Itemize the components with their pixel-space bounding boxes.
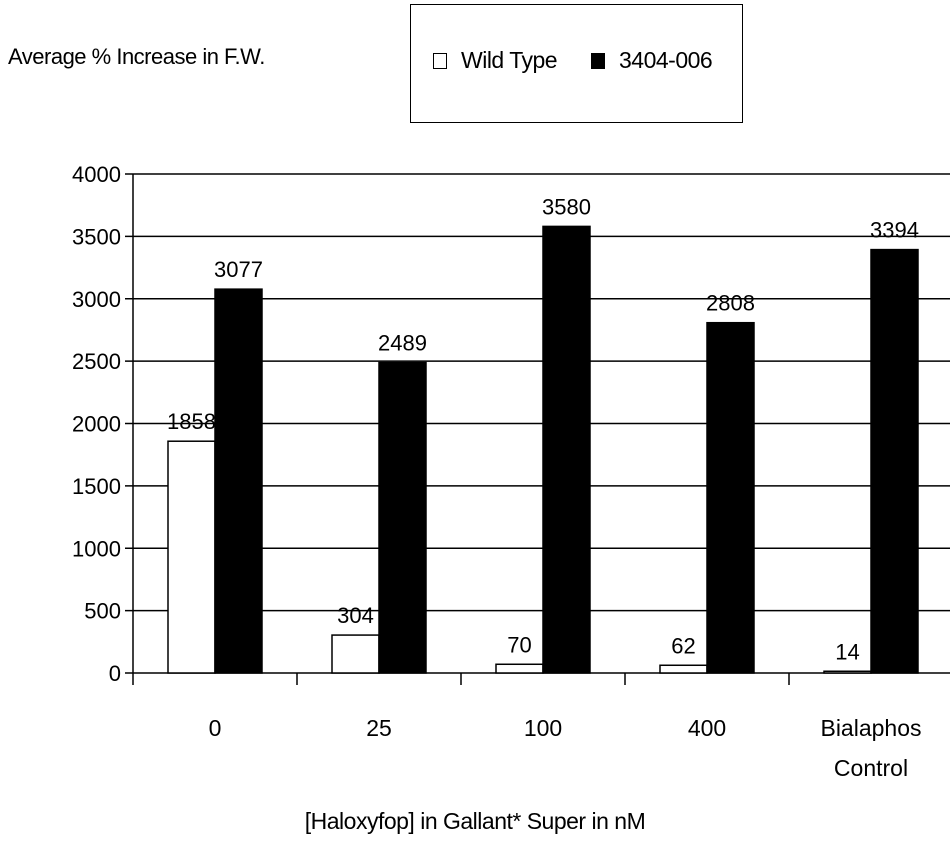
bar — [331, 634, 380, 674]
legend-item-3404-006: 3404-006 — [591, 47, 713, 74]
bar — [659, 664, 708, 674]
bar — [167, 440, 216, 674]
y-tick-label: 2000 — [72, 412, 121, 437]
bar — [870, 248, 919, 674]
y-tick-label: 500 — [84, 599, 121, 624]
y-tick-label: 3500 — [72, 224, 121, 249]
y-tick-label: 4000 — [72, 162, 121, 187]
y-tick-label: 0 — [109, 661, 121, 686]
category-label: 0 — [209, 715, 222, 741]
y-tick-label: 2500 — [72, 349, 121, 374]
data-label: 3580 — [542, 194, 591, 219]
category-label: 25 — [366, 715, 392, 741]
bar — [542, 225, 591, 674]
bar — [706, 321, 755, 674]
category-label: Control — [834, 755, 908, 781]
y-tick-label: 3000 — [72, 287, 121, 312]
data-label: 70 — [507, 632, 531, 657]
data-label: 62 — [671, 633, 695, 658]
y-tick-label: 1500 — [72, 474, 121, 499]
legend: Wild Type 3404-006 — [410, 4, 743, 123]
legend-label-wild-type: Wild Type — [461, 47, 558, 73]
data-label: 304 — [337, 603, 374, 628]
data-label: 1858 — [167, 409, 216, 434]
bar — [214, 288, 263, 674]
bar-chart: 0500100015002000250030003500400018583077… — [72, 162, 950, 781]
data-label: 14 — [835, 639, 859, 664]
legend-swatch-3404-006 — [591, 52, 605, 69]
bar — [378, 361, 427, 674]
category-label: 400 — [688, 715, 726, 741]
data-label: 2808 — [706, 291, 755, 316]
data-label: 3077 — [214, 257, 263, 282]
data-label: 2489 — [378, 330, 427, 355]
y-axis-title: Average % Increase in F.W. — [8, 44, 265, 69]
category-label: Bialaphos — [820, 715, 921, 741]
legend-label-3404-006: 3404-006 — [619, 47, 713, 73]
legend-swatch-wild-type — [433, 52, 447, 69]
data-label: 3394 — [870, 218, 919, 243]
legend-item-wild-type: Wild Type — [433, 47, 558, 74]
y-tick-label: 1000 — [72, 536, 121, 561]
category-label: 100 — [524, 715, 562, 741]
bar — [823, 670, 872, 674]
x-axis-title: [Haloxyfop] in Gallant* Super in nM — [304, 808, 646, 834]
bar — [495, 663, 544, 674]
